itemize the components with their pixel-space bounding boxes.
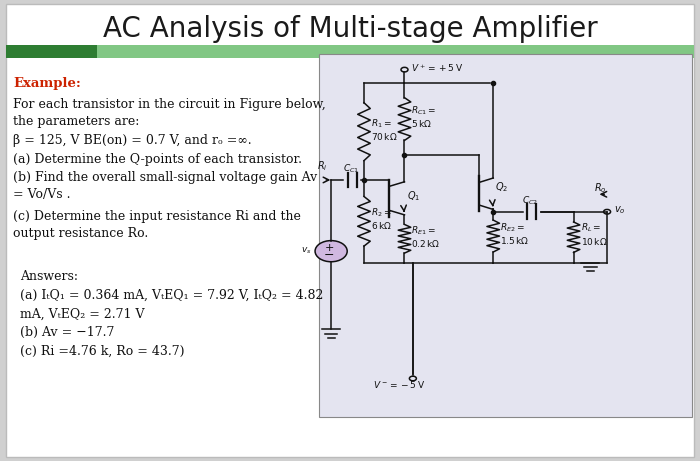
Text: $R_1 =$: $R_1 =$ (371, 117, 392, 130)
Text: (b) Av = −17.7: (b) Av = −17.7 (20, 326, 115, 339)
Text: $V^+ = +5\,\mathrm{V}$: $V^+ = +5\,\mathrm{V}$ (412, 62, 463, 74)
Text: (a) IₜQ₁ = 0.364 mA, VₜEQ₁ = 7.92 V, IₜQ₂ = 4.82: (a) IₜQ₁ = 0.364 mA, VₜEQ₁ = 7.92 V, IₜQ… (20, 289, 323, 302)
Text: $R_{C1} =$: $R_{C1} =$ (412, 105, 437, 117)
Text: $R_o$: $R_o$ (594, 181, 606, 195)
Text: the parameters are:: the parameters are: (13, 115, 139, 128)
Text: $R_{E2} =$: $R_{E2} =$ (500, 222, 525, 234)
Bar (6, 45, 97, 58)
Text: $V^- = -5\,\mathrm{V}$: $V^- = -5\,\mathrm{V}$ (373, 379, 425, 390)
Text: $10\,\mathrm{k\Omega}$: $10\,\mathrm{k\Omega}$ (580, 236, 607, 247)
Text: $C_{C1}$: $C_{C1}$ (342, 162, 359, 175)
Text: $6\,\mathrm{k\Omega}$: $6\,\mathrm{k\Omega}$ (371, 220, 392, 231)
Text: +: + (324, 242, 334, 253)
Text: $Q_1$: $Q_1$ (407, 189, 420, 203)
Text: $R_L =$: $R_L =$ (580, 222, 601, 234)
Text: $v_s$: $v_s$ (301, 245, 312, 255)
Text: (c) Determine the input resistance Ri and the: (c) Determine the input resistance Ri an… (13, 210, 301, 223)
Text: AC Analysis of Multi-stage Amplifier: AC Analysis of Multi-stage Amplifier (103, 15, 597, 43)
Text: (c) Ri =4.76 k, Ro = 43.7): (c) Ri =4.76 k, Ro = 43.7) (20, 344, 185, 357)
Text: mA, VₜEQ₂ = 2.71 V: mA, VₜEQ₂ = 2.71 V (20, 307, 145, 321)
Text: $v_o$: $v_o$ (614, 205, 626, 216)
Text: −: − (324, 249, 335, 262)
Text: $R_2 =$: $R_2 =$ (371, 207, 392, 219)
Text: (b) Find the overall small-signal voltage gain Av: (b) Find the overall small-signal voltag… (13, 171, 318, 184)
Text: $70\,\mathrm{k\Omega}$: $70\,\mathrm{k\Omega}$ (371, 131, 398, 142)
Text: $R_i$: $R_i$ (317, 159, 328, 173)
Text: Answers:: Answers: (20, 270, 78, 283)
Text: $1.5\,\mathrm{k\Omega}$: $1.5\,\mathrm{k\Omega}$ (500, 235, 530, 246)
Text: = Vo/Vs .: = Vo/Vs . (13, 188, 71, 201)
Text: $Q_2$: $Q_2$ (496, 180, 508, 194)
Circle shape (315, 241, 347, 262)
Text: $5\,\mathrm{k\Omega}$: $5\,\mathrm{k\Omega}$ (412, 118, 433, 129)
FancyBboxPatch shape (6, 4, 694, 457)
Text: β = 125, V BE(on) = 0.7 V, and rₒ =∞.: β = 125, V BE(on) = 0.7 V, and rₒ =∞. (13, 134, 252, 148)
Text: output resistance Ro.: output resistance Ro. (13, 227, 148, 240)
Text: Example:: Example: (13, 77, 81, 90)
Bar (97, 45, 694, 58)
Text: $C_{C2}$: $C_{C2}$ (522, 194, 538, 207)
Bar (318, 53, 692, 417)
Text: $0.2\,\mathrm{k\Omega}$: $0.2\,\mathrm{k\Omega}$ (412, 238, 440, 249)
Text: For each transistor in the circuit in Figure below,: For each transistor in the circuit in Fi… (13, 98, 326, 111)
Text: (a) Determine the Q-points of each transistor.: (a) Determine the Q-points of each trans… (13, 153, 302, 166)
Text: $R_{E1} =$: $R_{E1} =$ (412, 224, 436, 237)
